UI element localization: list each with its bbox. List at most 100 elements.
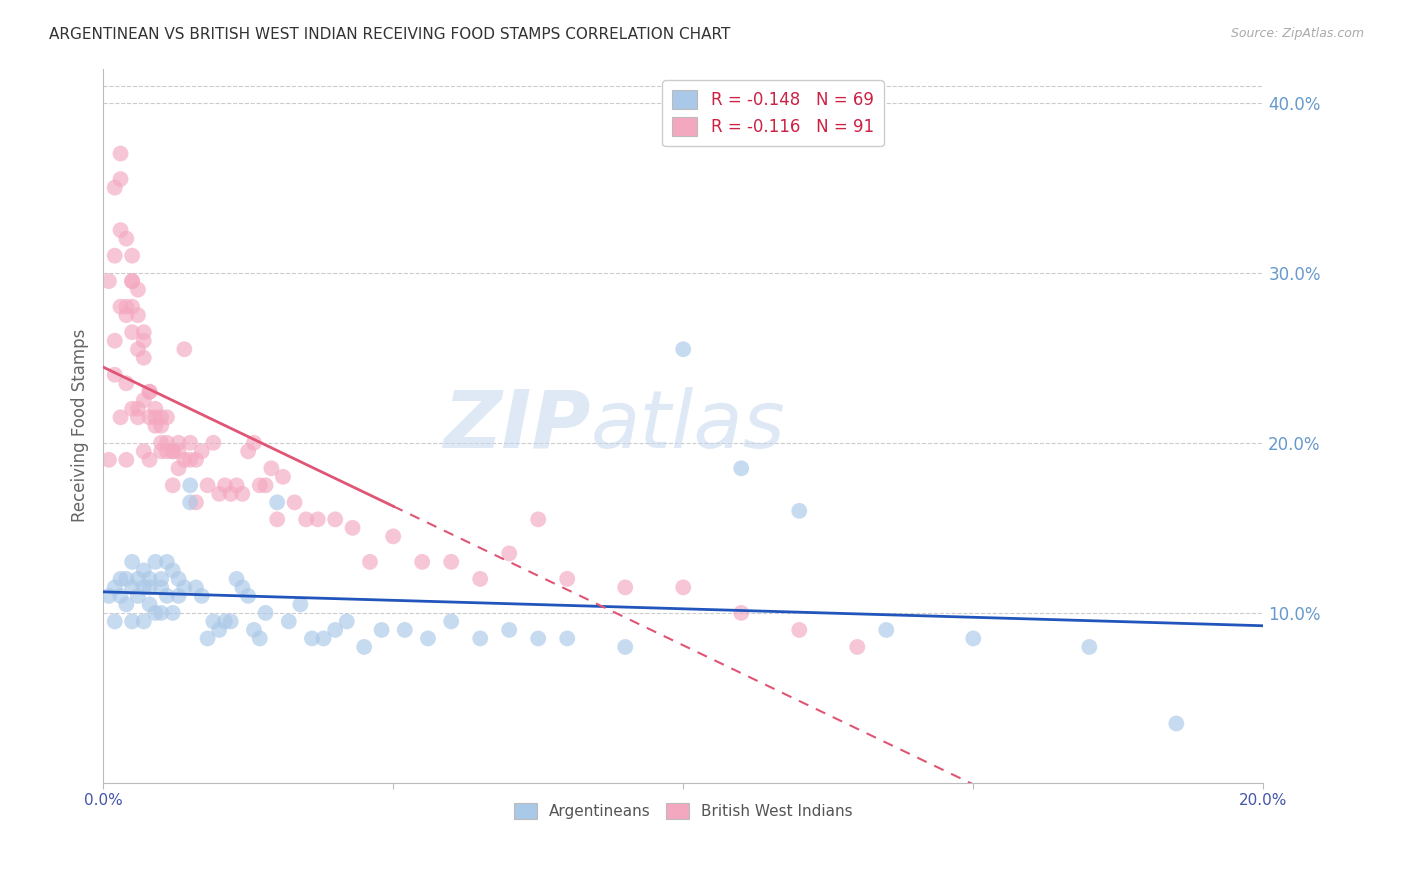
Point — [179, 435, 201, 450]
Point — [150, 418, 173, 433]
Point — [219, 487, 242, 501]
Point — [555, 632, 578, 646]
Point — [138, 572, 160, 586]
Point — [115, 572, 138, 586]
Point — [249, 478, 271, 492]
Point — [614, 640, 637, 654]
Point — [132, 563, 155, 577]
Point — [225, 572, 247, 586]
Point — [440, 555, 463, 569]
Point — [127, 308, 149, 322]
Point — [962, 632, 984, 646]
Point — [184, 495, 207, 509]
Point — [127, 343, 149, 357]
Point — [138, 452, 160, 467]
Point — [214, 478, 236, 492]
Point — [875, 623, 897, 637]
Point — [208, 487, 231, 501]
Point — [162, 444, 184, 458]
Point — [197, 632, 219, 646]
Point — [127, 401, 149, 416]
Point — [197, 478, 219, 492]
Point — [167, 572, 190, 586]
Point — [614, 581, 637, 595]
Point — [394, 623, 416, 637]
Point — [236, 444, 259, 458]
Point — [208, 623, 231, 637]
Point — [127, 572, 149, 586]
Point — [115, 452, 138, 467]
Point — [167, 461, 190, 475]
Point — [143, 418, 166, 433]
Point — [110, 223, 132, 237]
Point — [266, 512, 288, 526]
Point — [132, 334, 155, 348]
Point — [382, 529, 405, 543]
Point — [162, 563, 184, 577]
Point — [527, 512, 550, 526]
Point — [470, 632, 492, 646]
Point — [121, 300, 143, 314]
Point — [156, 435, 179, 450]
Point — [104, 249, 127, 263]
Point — [167, 444, 190, 458]
Point — [179, 452, 201, 467]
Point — [416, 632, 439, 646]
Point — [121, 615, 143, 629]
Point — [104, 368, 127, 382]
Point — [115, 308, 138, 322]
Text: atlas: atlas — [591, 387, 785, 465]
Point — [179, 495, 201, 509]
Point — [143, 410, 166, 425]
Text: ARGENTINEAN VS BRITISH WEST INDIAN RECEIVING FOOD STAMPS CORRELATION CHART: ARGENTINEAN VS BRITISH WEST INDIAN RECEI… — [49, 27, 731, 42]
Point — [97, 274, 120, 288]
Point — [214, 615, 236, 629]
Point — [323, 512, 346, 526]
Point — [127, 589, 149, 603]
Point — [307, 512, 329, 526]
Point — [132, 351, 155, 365]
Point — [190, 589, 212, 603]
Point — [156, 589, 179, 603]
Point — [162, 444, 184, 458]
Point — [150, 444, 173, 458]
Point — [219, 615, 242, 629]
Point — [527, 632, 550, 646]
Point — [173, 581, 195, 595]
Point — [236, 589, 259, 603]
Point — [1078, 640, 1101, 654]
Point — [150, 435, 173, 450]
Point — [266, 495, 288, 509]
Point — [555, 572, 578, 586]
Point — [138, 598, 160, 612]
Point — [115, 300, 138, 314]
Point — [336, 615, 359, 629]
Point — [143, 401, 166, 416]
Point — [243, 435, 266, 450]
Point — [110, 572, 132, 586]
Point — [284, 495, 307, 509]
Point — [277, 615, 299, 629]
Point — [115, 598, 138, 612]
Y-axis label: Receiving Food Stamps: Receiving Food Stamps — [72, 329, 89, 523]
Point — [97, 452, 120, 467]
Point — [132, 393, 155, 408]
Point — [110, 300, 132, 314]
Point — [787, 623, 810, 637]
Point — [254, 606, 277, 620]
Point — [150, 410, 173, 425]
Point — [323, 623, 346, 637]
Point — [104, 581, 127, 595]
Point — [243, 623, 266, 637]
Point — [132, 581, 155, 595]
Point — [132, 325, 155, 339]
Point — [1166, 716, 1188, 731]
Point — [156, 410, 179, 425]
Legend: Argentineans, British West Indians: Argentineans, British West Indians — [508, 797, 859, 825]
Point — [184, 581, 207, 595]
Point — [97, 589, 120, 603]
Point — [162, 606, 184, 620]
Point — [150, 606, 173, 620]
Point — [173, 452, 195, 467]
Point — [173, 343, 195, 357]
